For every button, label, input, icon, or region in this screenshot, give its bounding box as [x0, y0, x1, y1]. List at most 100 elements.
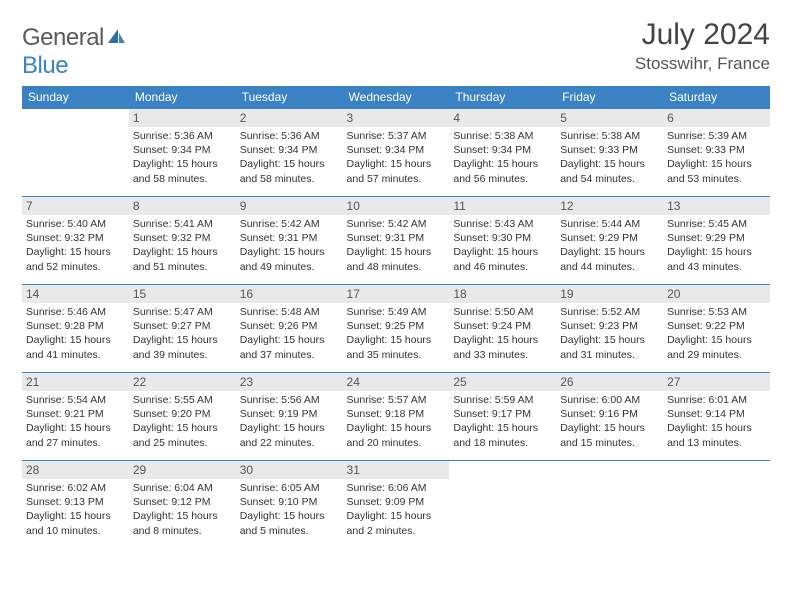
calendar-cell: 21Sunrise: 5:54 AMSunset: 9:21 PMDayligh…: [22, 373, 129, 461]
dl1-text: Daylight: 15 hours: [26, 509, 125, 523]
sunrise-text: Sunrise: 5:57 AM: [347, 393, 446, 407]
sunrise-text: Sunrise: 5:38 AM: [453, 129, 552, 143]
dl2-text: and 37 minutes.: [240, 348, 339, 362]
sunset-text: Sunset: 9:16 PM: [560, 407, 659, 421]
dl1-text: Daylight: 15 hours: [26, 245, 125, 259]
title-block: July 2024 Stosswihr, France: [635, 18, 770, 74]
calendar-cell: 31Sunrise: 6:06 AMSunset: 9:09 PMDayligh…: [343, 461, 450, 549]
dl2-text: and 10 minutes.: [26, 524, 125, 538]
brand-logo: General Blue: [22, 24, 126, 80]
sunrise-text: Sunrise: 5:41 AM: [133, 217, 232, 231]
weekday-header: Friday: [556, 86, 663, 109]
calendar-cell: 23Sunrise: 5:56 AMSunset: 9:19 PMDayligh…: [236, 373, 343, 461]
day-number: 5: [556, 109, 663, 127]
dl1-text: Daylight: 15 hours: [133, 245, 232, 259]
sunset-text: Sunset: 9:22 PM: [667, 319, 766, 333]
dl1-text: Daylight: 15 hours: [26, 421, 125, 435]
sunrise-text: Sunrise: 6:06 AM: [347, 481, 446, 495]
logo-general: General: [22, 24, 104, 51]
day-number: 29: [129, 461, 236, 479]
dl2-text: and 29 minutes.: [667, 348, 766, 362]
sunset-text: Sunset: 9:34 PM: [347, 143, 446, 157]
sunset-text: Sunset: 9:32 PM: [26, 231, 125, 245]
day-number: 16: [236, 285, 343, 303]
sunset-text: Sunset: 9:14 PM: [667, 407, 766, 421]
location-text: Stosswihr, France: [635, 54, 770, 74]
dl1-text: Daylight: 15 hours: [667, 245, 766, 259]
dl1-text: Daylight: 15 hours: [347, 157, 446, 171]
sunrise-text: Sunrise: 5:52 AM: [560, 305, 659, 319]
dl1-text: Daylight: 15 hours: [347, 421, 446, 435]
sunrise-text: Sunrise: 5:39 AM: [667, 129, 766, 143]
calendar-cell: 10Sunrise: 5:42 AMSunset: 9:31 PMDayligh…: [343, 197, 450, 285]
calendar-table: Sunday Monday Tuesday Wednesday Thursday…: [22, 86, 770, 549]
dl2-text: and 46 minutes.: [453, 260, 552, 274]
page-header: General Blue July 2024 Stosswihr, France: [22, 18, 770, 80]
sunrise-text: Sunrise: 6:01 AM: [667, 393, 766, 407]
dl2-text: and 5 minutes.: [240, 524, 339, 538]
sunset-text: Sunset: 9:21 PM: [26, 407, 125, 421]
dl2-text: and 8 minutes.: [133, 524, 232, 538]
calendar-cell: 25Sunrise: 5:59 AMSunset: 9:17 PMDayligh…: [449, 373, 556, 461]
sunrise-text: Sunrise: 5:59 AM: [453, 393, 552, 407]
sunrise-text: Sunrise: 5:50 AM: [453, 305, 552, 319]
dl2-text: and 31 minutes.: [560, 348, 659, 362]
calendar-cell: 11Sunrise: 5:43 AMSunset: 9:30 PMDayligh…: [449, 197, 556, 285]
dl1-text: Daylight: 15 hours: [560, 245, 659, 259]
calendar-cell: 17Sunrise: 5:49 AMSunset: 9:25 PMDayligh…: [343, 285, 450, 373]
dl2-text: and 53 minutes.: [667, 172, 766, 186]
dl1-text: Daylight: 15 hours: [26, 333, 125, 347]
calendar-cell: 18Sunrise: 5:50 AMSunset: 9:24 PMDayligh…: [449, 285, 556, 373]
calendar-cell: [663, 461, 770, 549]
dl1-text: Daylight: 15 hours: [347, 509, 446, 523]
calendar-cell: 12Sunrise: 5:44 AMSunset: 9:29 PMDayligh…: [556, 197, 663, 285]
sunset-text: Sunset: 9:29 PM: [560, 231, 659, 245]
calendar-cell: 22Sunrise: 5:55 AMSunset: 9:20 PMDayligh…: [129, 373, 236, 461]
sunset-text: Sunset: 9:26 PM: [240, 319, 339, 333]
sunrise-text: Sunrise: 5:43 AM: [453, 217, 552, 231]
dl2-text: and 41 minutes.: [26, 348, 125, 362]
calendar-cell: 8Sunrise: 5:41 AMSunset: 9:32 PMDaylight…: [129, 197, 236, 285]
day-number: 12: [556, 197, 663, 215]
calendar-cell: 3Sunrise: 5:37 AMSunset: 9:34 PMDaylight…: [343, 109, 450, 197]
dl1-text: Daylight: 15 hours: [453, 333, 552, 347]
dl2-text: and 39 minutes.: [133, 348, 232, 362]
day-number: 2: [236, 109, 343, 127]
calendar-cell: 24Sunrise: 5:57 AMSunset: 9:18 PMDayligh…: [343, 373, 450, 461]
sunrise-text: Sunrise: 6:05 AM: [240, 481, 339, 495]
day-number: 7: [22, 197, 129, 215]
dl2-text: and 44 minutes.: [560, 260, 659, 274]
dl2-text: and 57 minutes.: [347, 172, 446, 186]
sunrise-text: Sunrise: 6:02 AM: [26, 481, 125, 495]
sunrise-text: Sunrise: 5:54 AM: [26, 393, 125, 407]
sunrise-text: Sunrise: 5:42 AM: [347, 217, 446, 231]
dl1-text: Daylight: 15 hours: [240, 245, 339, 259]
sunrise-text: Sunrise: 5:36 AM: [240, 129, 339, 143]
dl1-text: Daylight: 15 hours: [133, 333, 232, 347]
day-number: 14: [22, 285, 129, 303]
dl1-text: Daylight: 15 hours: [240, 421, 339, 435]
calendar-row: 21Sunrise: 5:54 AMSunset: 9:21 PMDayligh…: [22, 373, 770, 461]
dl2-text: and 33 minutes.: [453, 348, 552, 362]
calendar-cell: 15Sunrise: 5:47 AMSunset: 9:27 PMDayligh…: [129, 285, 236, 373]
day-number: 20: [663, 285, 770, 303]
dl1-text: Daylight: 15 hours: [240, 157, 339, 171]
day-number: 23: [236, 373, 343, 391]
calendar-cell: 1Sunrise: 5:36 AMSunset: 9:34 PMDaylight…: [129, 109, 236, 197]
dl1-text: Daylight: 15 hours: [347, 333, 446, 347]
sunrise-text: Sunrise: 5:55 AM: [133, 393, 232, 407]
day-number: 1: [129, 109, 236, 127]
sunset-text: Sunset: 9:09 PM: [347, 495, 446, 509]
day-number: 22: [129, 373, 236, 391]
dl1-text: Daylight: 15 hours: [667, 421, 766, 435]
calendar-row: 28Sunrise: 6:02 AMSunset: 9:13 PMDayligh…: [22, 461, 770, 549]
day-number: 25: [449, 373, 556, 391]
weekday-header: Saturday: [663, 86, 770, 109]
dl2-text: and 48 minutes.: [347, 260, 446, 274]
sunrise-text: Sunrise: 6:04 AM: [133, 481, 232, 495]
sunrise-text: Sunrise: 5:37 AM: [347, 129, 446, 143]
sunrise-text: Sunrise: 5:40 AM: [26, 217, 125, 231]
dl2-text: and 22 minutes.: [240, 436, 339, 450]
calendar-cell: 26Sunrise: 6:00 AMSunset: 9:16 PMDayligh…: [556, 373, 663, 461]
sunset-text: Sunset: 9:27 PM: [133, 319, 232, 333]
